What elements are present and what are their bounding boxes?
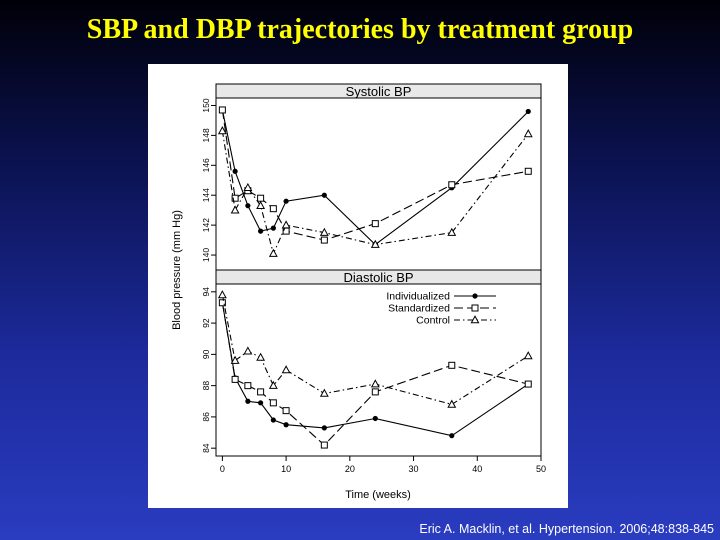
diastolic-y-tick-label: 86 [201,412,211,422]
legend-label-individualized: Individualized [386,291,450,303]
diastolic-data-point-control [447,399,457,408]
chart-figure: Systolic BP Diastolic BP Blood pressure … [148,64,568,508]
systolic-panel-title: Systolic BP [346,84,412,99]
chart-marks: 0 10 20 30 40 50 140 142 144 146 148 150 84 86 88 90 92 9… [201,98,546,474]
diastolic-data-point-control [319,388,329,397]
x-tick-label: 50 [536,464,546,474]
diastolic-data-point-control [243,346,253,355]
bp-trajectory-chart: Systolic BP Diastolic BP Blood pressure … [171,83,546,501]
diastolic-data-point-individualized [449,433,455,439]
diastolic-data-point-control [230,355,240,364]
systolic-data-point-standardized [371,220,379,228]
citation: Eric A. Macklin, et al. Hypertension. 20… [419,522,714,536]
systolic-data-point-control [319,227,329,236]
systolic-data-point-standardized [231,194,239,202]
systolic-data-point-standardized [320,236,328,244]
diastolic-data-point-individualized [283,422,289,428]
diastolic-data-point-individualized [321,425,327,431]
diastolic-data-point-standardized [282,407,290,415]
systolic-y-tick-label: 140 [201,248,211,262]
systolic-y-tick-label: 150 [201,98,211,112]
x-tick-label: 30 [409,464,419,474]
x-tick-label: 0 [220,464,225,474]
diastolic-data-point-individualized [270,417,276,423]
x-tick-label: 20 [345,464,355,474]
diastolic-data-point-control [256,352,266,361]
diastolic-data-point-standardized [320,441,328,449]
systolic-data-point-control [370,239,380,248]
systolic-data-point-control [217,126,227,135]
systolic-data-point-individualized [321,192,327,198]
systolic-y-tick-label: 146 [201,158,211,172]
diastolic-series-line-control [221,294,529,405]
systolic-data-point-control [523,129,533,138]
systolic-panel-frame [215,97,542,271]
systolic-data-point-standardized [448,181,456,189]
systolic-data-point-standardized [269,205,277,213]
diastolic-series-line-standardized [221,302,529,446]
systolic-data-point-control [268,248,278,257]
systolic-data-point-control [230,205,240,214]
diastolic-data-point-standardized [371,388,379,396]
diastolic-data-point-individualized [245,398,251,404]
diastolic-data-point-individualized [258,400,264,406]
diastolic-data-point-standardized [218,299,226,307]
systolic-data-point-individualized [283,198,289,204]
systolic-series-line-control [221,130,529,256]
systolic-y-tick-label: 148 [201,128,211,142]
legend-label-control: Control [416,315,450,327]
diastolic-panel-frame [215,283,542,457]
diastolic-data-point-standardized [244,382,252,390]
x-axis-label: Time (weeks) [345,489,411,501]
systolic-data-point-standardized [257,194,265,202]
diastolic-panel-title: Diastolic BP [343,270,413,285]
legend-label-standardized: Standardized [388,303,450,315]
legend-marker-individualized [472,293,478,299]
systolic-data-point-individualized [245,203,251,209]
legend-marker-control [470,315,480,324]
diastolic-data-point-standardized [448,361,456,369]
systolic-data-point-control [256,200,266,209]
systolic-data-point-standardized [524,167,532,175]
diastolic-y-tick-label: 84 [201,443,211,453]
diastolic-data-point-standardized [257,388,265,396]
diastolic-data-point-standardized [231,375,239,383]
systolic-data-point-control [447,227,457,236]
legend-marker-standardized [471,304,479,312]
systolic-data-point-individualized [270,225,276,231]
systolic-data-point-standardized [218,106,226,114]
systolic-series-line-standardized [221,109,529,241]
y-axis-label: Blood pressure (mm Hg) [171,210,183,330]
systolic-data-point-individualized [525,108,531,115]
diastolic-y-tick-label: 90 [201,349,211,359]
diastolic-y-tick-label: 92 [201,318,211,328]
systolic-y-tick-label: 142 [201,218,211,232]
diastolic-data-point-control [217,290,227,299]
systolic-data-point-control [243,182,253,192]
diastolic-series-line-individualized [221,302,529,437]
systolic-data-point-individualized [232,168,238,174]
diastolic-data-point-standardized [269,399,277,407]
systolic-data-point-individualized [258,228,264,234]
systolic-y-tick-label: 144 [201,188,211,202]
diastolic-data-point-control [370,379,380,388]
slide-title: SBP and DBP trajectories by treatment gr… [86,14,634,45]
diastolic-data-point-control [268,380,278,389]
x-tick-label: 10 [281,464,291,474]
x-tick-label: 40 [472,464,482,474]
systolic-series-line-individualized [221,109,529,246]
diastolic-data-point-control [281,365,291,374]
diastolic-data-point-individualized [372,415,378,422]
systolic-data-point-control [281,220,291,229]
diastolic-y-tick-label: 94 [201,287,211,297]
diastolic-y-tick-label: 88 [201,381,211,391]
diastolic-data-point-standardized [524,380,532,388]
diastolic-data-point-control [523,351,533,360]
